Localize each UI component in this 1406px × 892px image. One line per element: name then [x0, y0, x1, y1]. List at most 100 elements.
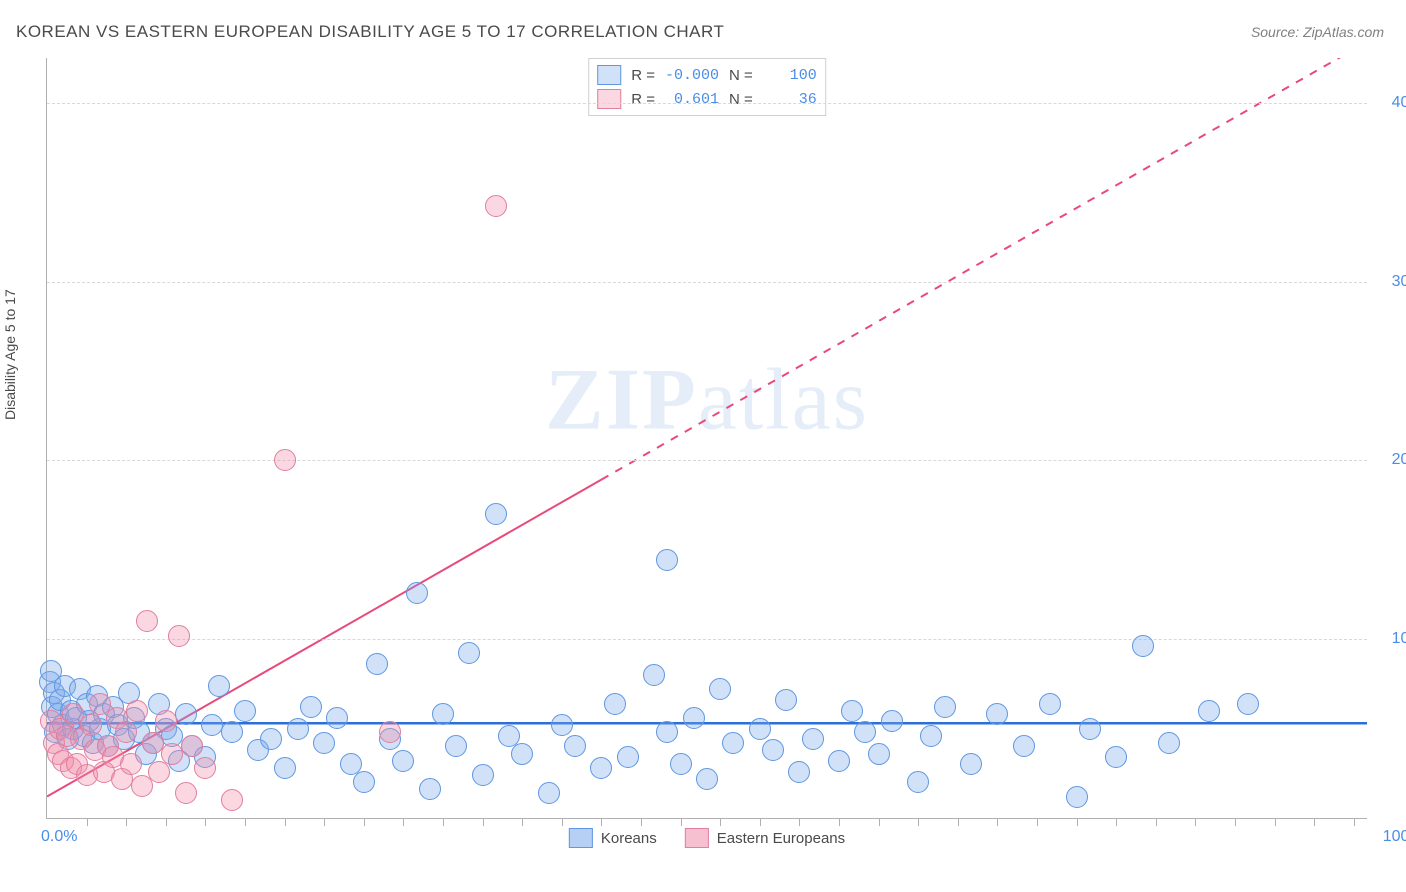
- x-tick: [760, 818, 761, 826]
- data-point: [749, 718, 771, 740]
- data-point: [208, 675, 230, 697]
- x-tick: [443, 818, 444, 826]
- chart-title: KOREAN VS EASTERN EUROPEAN DISABILITY AG…: [16, 22, 724, 42]
- x-tick: [562, 818, 563, 826]
- scatter-plot: ZIPatlas R = -0.000 N = 100 R = 0.601 N …: [46, 58, 1367, 819]
- r-label: R =: [631, 67, 655, 84]
- x-tick: [681, 818, 682, 826]
- data-point: [1198, 700, 1220, 722]
- legend-swatch: [569, 828, 593, 848]
- x-tick: [1354, 818, 1355, 826]
- data-point: [590, 757, 612, 779]
- data-point: [1132, 635, 1154, 657]
- data-point: [221, 721, 243, 743]
- data-point: [175, 703, 197, 725]
- data-point: [841, 700, 863, 722]
- data-point: [1158, 732, 1180, 754]
- x-tick-label: 0.0%: [41, 828, 77, 846]
- data-point: [148, 761, 170, 783]
- y-axis-label: Disability Age 5 to 17: [2, 289, 18, 420]
- r-value: 0.601: [665, 91, 719, 108]
- gridline: [47, 103, 1367, 104]
- x-tick: [958, 818, 959, 826]
- data-point: [656, 721, 678, 743]
- data-point: [366, 653, 388, 675]
- data-point: [274, 449, 296, 471]
- x-tick: [1195, 818, 1196, 826]
- y-tick-label: 40.0%: [1377, 94, 1406, 112]
- data-point: [300, 696, 322, 718]
- x-tick: [997, 818, 998, 826]
- data-point: [1105, 746, 1127, 768]
- x-tick: [1314, 818, 1315, 826]
- x-tick: [720, 818, 721, 826]
- x-tick: [641, 818, 642, 826]
- data-point: [136, 610, 158, 632]
- data-point: [126, 700, 148, 722]
- n-label: N =: [729, 91, 753, 108]
- x-tick: [1156, 818, 1157, 826]
- data-point: [287, 718, 309, 740]
- data-point: [617, 746, 639, 768]
- data-point: [1039, 693, 1061, 715]
- y-tick-label: 20.0%: [1377, 451, 1406, 469]
- data-point: [120, 753, 142, 775]
- x-tick: [1077, 818, 1078, 826]
- data-point: [802, 728, 824, 750]
- stats-legend-row: R = 0.601 N = 36: [597, 87, 817, 111]
- data-point: [854, 721, 876, 743]
- x-tick: [1235, 818, 1236, 826]
- x-tick: [1037, 818, 1038, 826]
- stats-legend: R = -0.000 N = 100 R = 0.601 N = 36: [588, 58, 826, 116]
- data-point: [201, 714, 223, 736]
- data-point: [379, 721, 401, 743]
- data-point: [406, 582, 428, 604]
- data-point: [419, 778, 441, 800]
- x-tick: [1275, 818, 1276, 826]
- data-point: [432, 703, 454, 725]
- data-point: [709, 678, 731, 700]
- legend-swatch: [597, 89, 621, 109]
- data-point: [986, 703, 1008, 725]
- data-point: [1066, 786, 1088, 808]
- n-value: 36: [763, 91, 817, 108]
- source-attribution: Source: ZipAtlas.com: [1251, 24, 1384, 40]
- r-label: R =: [631, 91, 655, 108]
- y-tick-label: 30.0%: [1377, 273, 1406, 291]
- x-tick: [245, 818, 246, 826]
- x-tick: [403, 818, 404, 826]
- data-point: [604, 693, 626, 715]
- legend-swatch: [597, 65, 621, 85]
- data-point: [181, 735, 203, 757]
- data-point: [656, 549, 678, 571]
- x-tick: [483, 818, 484, 826]
- x-tick: [918, 818, 919, 826]
- x-tick: [126, 818, 127, 826]
- data-point: [326, 707, 348, 729]
- data-point: [313, 732, 335, 754]
- data-point: [458, 642, 480, 664]
- data-point: [934, 696, 956, 718]
- data-point: [920, 725, 942, 747]
- r-value: -0.000: [665, 67, 719, 84]
- data-point: [551, 714, 573, 736]
- data-point: [472, 764, 494, 786]
- data-point: [511, 743, 533, 765]
- data-point: [643, 664, 665, 686]
- data-point: [1237, 693, 1259, 715]
- legend-swatch: [685, 828, 709, 848]
- n-label: N =: [729, 67, 753, 84]
- data-point: [80, 714, 102, 736]
- x-tick: [324, 818, 325, 826]
- gridline: [47, 282, 1367, 283]
- data-point: [161, 743, 183, 765]
- data-point: [828, 750, 850, 772]
- n-value: 100: [763, 67, 817, 84]
- data-point: [392, 750, 414, 772]
- series-legend-item: Koreans: [569, 828, 657, 848]
- x-tick: [799, 818, 800, 826]
- data-point: [221, 789, 243, 811]
- x-tick: [522, 818, 523, 826]
- data-point: [564, 735, 586, 757]
- data-point: [260, 728, 282, 750]
